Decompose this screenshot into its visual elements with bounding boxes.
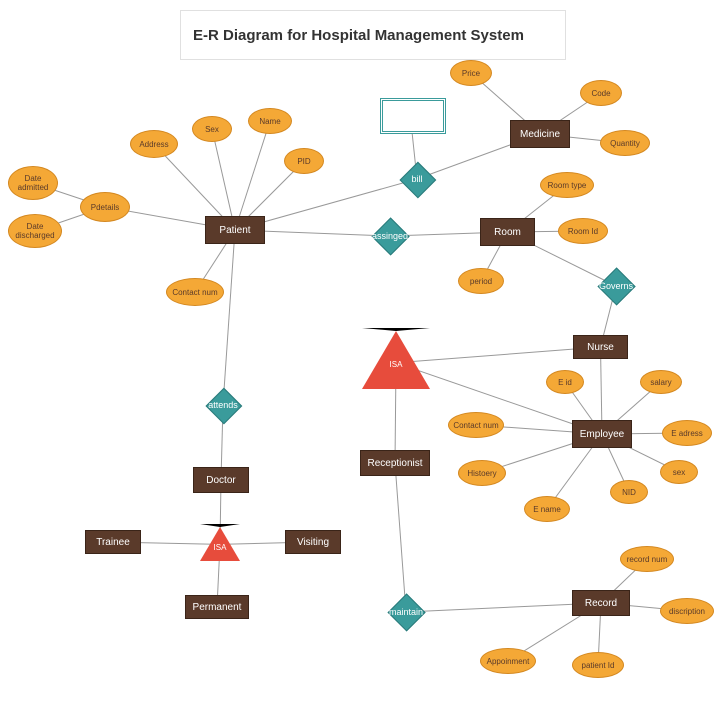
attribute-discription: discription xyxy=(660,598,714,624)
attribute-record_num: record num xyxy=(620,546,674,572)
attribute-room_type: Room type xyxy=(540,172,594,198)
relationship-attends: attends xyxy=(206,388,240,422)
entity-room: Room xyxy=(480,218,535,246)
attribute-e_name: E name xyxy=(524,496,570,522)
entity-doctor: Doctor xyxy=(193,467,249,493)
attribute-sex: Sex xyxy=(192,116,232,142)
isa-isa_big: ISA xyxy=(362,328,430,386)
attribute-contact_num_e: Contact num xyxy=(448,412,504,438)
attribute-date_admitted: Date admitted xyxy=(8,166,58,200)
entity-permanent: Permanent xyxy=(185,595,249,619)
attribute-room_id: Room Id xyxy=(558,218,608,244)
er-diagram-canvas: E-R Diagram for Hospital Management Syst… xyxy=(0,0,728,704)
relationship-bill: bill xyxy=(400,162,434,196)
attribute-pid: PID xyxy=(284,148,324,174)
attribute-price: Price xyxy=(450,60,492,86)
diagram-title: E-R Diagram for Hospital Management Syst… xyxy=(180,10,566,60)
relationship-assinged: assinged xyxy=(372,218,408,254)
attribute-salary: salary xyxy=(640,370,682,394)
entity-record: Record xyxy=(572,590,630,616)
attribute-pdetails: Pdetails xyxy=(80,192,130,222)
attribute-patient_id: patient Id xyxy=(572,652,624,678)
attribute-e_address: E adress xyxy=(662,420,712,446)
relationship-governs: Governs xyxy=(598,268,634,304)
relationship-maintain: maintain xyxy=(388,594,424,630)
entity-nurse: Nurse xyxy=(573,335,628,359)
attribute-nid: NID xyxy=(610,480,648,504)
attribute-histoery: Histoery xyxy=(458,460,506,486)
attribute-date_discharged: Date discharged xyxy=(8,214,62,248)
attribute-code: Code xyxy=(580,80,622,106)
entity-employee: Employee xyxy=(572,420,632,448)
attribute-contact_num_p: Contact num xyxy=(166,278,224,306)
weak-entity-box xyxy=(380,98,446,134)
attribute-quantity: Quantity xyxy=(600,130,650,156)
attribute-e_id: E id xyxy=(546,370,584,394)
entity-medicine: Medicine xyxy=(510,120,570,148)
entity-receptionist: Receptionist xyxy=(360,450,430,476)
entity-trainee: Trainee xyxy=(85,530,141,554)
attribute-name: Name xyxy=(248,108,292,134)
attribute-sex_e: sex xyxy=(660,460,698,484)
attribute-address: Address xyxy=(130,130,178,158)
isa-isa_small: ISA xyxy=(200,524,240,558)
attribute-appoinment: Appoinment xyxy=(480,648,536,674)
entity-visiting: Visiting xyxy=(285,530,341,554)
entity-patient: Patient xyxy=(205,216,265,244)
attribute-period: period xyxy=(458,268,504,294)
